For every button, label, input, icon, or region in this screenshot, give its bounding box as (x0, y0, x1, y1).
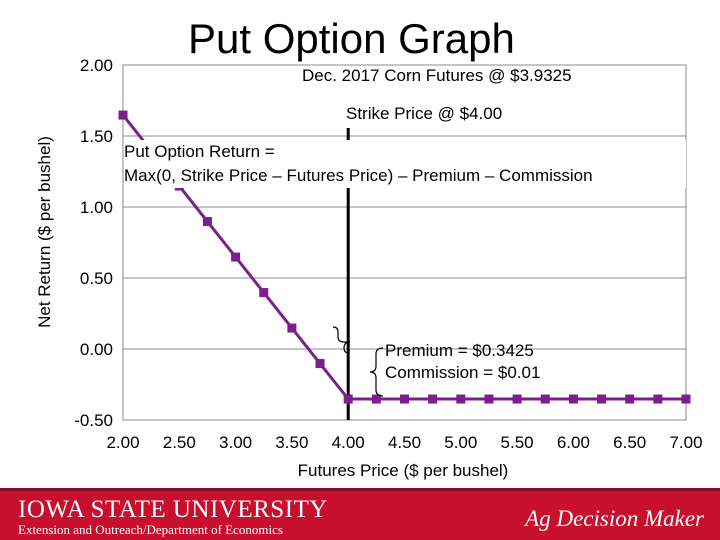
data-point (202, 217, 212, 227)
data-point (597, 394, 607, 404)
data-point (484, 394, 494, 404)
data-point (681, 394, 691, 404)
ag-decision-maker-logo: Ag Decision Maker (525, 506, 704, 531)
data-points (118, 110, 691, 404)
x-tick-label: 4.00 (332, 433, 365, 452)
premium-brace (332, 326, 351, 354)
x-tick-label: 3.50 (275, 433, 308, 452)
x-tick-label: 2.50 (163, 433, 196, 452)
commission-label: Commission = $0.01 (385, 363, 541, 382)
data-point (400, 394, 409, 404)
data-point (568, 394, 578, 404)
y-tick-label: 0.00 (80, 340, 113, 359)
data-point (343, 394, 353, 404)
y-tick-label: 2.00 (80, 56, 113, 75)
x-tick-label: 7.00 (669, 433, 702, 452)
x-tick-label: 6.00 (557, 433, 590, 452)
formula-line-2: Max(0, Strike Price – Futures Price) – P… (124, 166, 593, 185)
data-point (456, 394, 466, 404)
data-point (287, 323, 297, 333)
strike-price-label: Strike Price @ $4.00 (346, 104, 503, 123)
university-logo: IOWA STATE UNIVERSITY (18, 496, 328, 523)
slide-title: Put Option Graph (188, 15, 515, 62)
y-axis-title: Net Return ($ per bushel) (35, 136, 54, 328)
footer-divider (0, 488, 720, 491)
x-axis-ticks: 2.00 2.50 3.00 3.50 4.00 4.50 5.00 5.50 6.00 6.50… (106, 433, 702, 452)
cost-annotation: Premium = $0.3425 Commission = $0.01 (385, 340, 540, 384)
data-point (653, 394, 663, 404)
x-tick-label: 4.50 (388, 433, 421, 452)
x-tick-label: 6.50 (613, 433, 646, 452)
plot-area (122, 64, 687, 421)
x-tick-label: 5.50 (501, 433, 534, 452)
formula-box: Put Option Return = Max(0, Strike Price … (124, 140, 686, 188)
data-point (231, 252, 241, 262)
chart-subtitle: Dec. 2017 Corn Futures @ $3.9325 (302, 66, 572, 85)
data-point (512, 394, 522, 404)
premium-label: Premium = $0.3425 (385, 341, 534, 360)
y-axis-ticks: -0.50 0.00 0.50 1.00 1.50 2.00 (74, 56, 113, 430)
put-option-chart: -0.50 0.00 0.50 1.00 1.50 2.00 2.00 2.50 3.00 3.… (35, 56, 703, 480)
y-tick-label: -0.50 (74, 411, 113, 430)
data-point (540, 394, 550, 404)
x-axis-title: Futures Price ($ per bushel) (298, 461, 509, 480)
data-point (118, 110, 128, 120)
footer-bar: IOWA STATE UNIVERSITY Extension and Outr… (0, 488, 720, 540)
cost-brace (369, 347, 384, 397)
formula-line-1: Put Option Return = (124, 142, 275, 161)
x-tick-label: 2.00 (106, 433, 139, 452)
y-tick-label: 0.50 (80, 269, 113, 288)
data-point (625, 394, 635, 404)
x-tick-label: 5.00 (444, 433, 477, 452)
data-point (259, 288, 269, 298)
department-label: Extension and Outreach/Department of Eco… (18, 522, 283, 537)
x-tick-label: 3.00 (219, 433, 252, 452)
data-point (371, 394, 381, 404)
y-tick-label: 1.00 (80, 198, 113, 217)
data-point (315, 359, 325, 369)
data-point (428, 394, 438, 404)
y-tick-label: 1.50 (80, 127, 113, 146)
